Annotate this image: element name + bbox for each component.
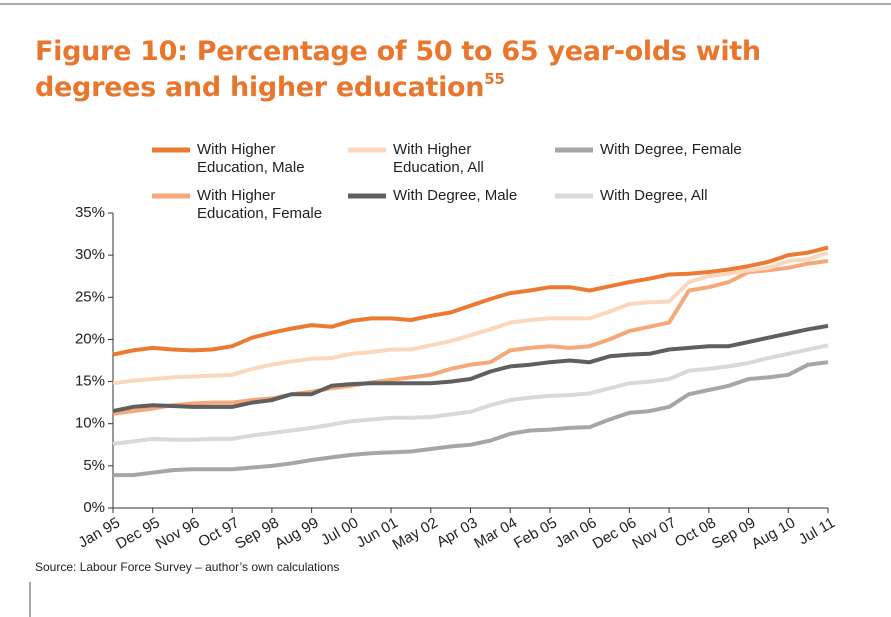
x-tick-label: Nov 96 — [153, 514, 203, 552]
y-tick-label: 0% — [83, 499, 105, 516]
series-line — [112, 250, 829, 386]
y-tick-label: 30% — [75, 246, 105, 263]
x-tick-label: Oct 08 — [672, 514, 719, 551]
legend-label: With Higher Education, Male — [197, 141, 305, 176]
legend-label: With Higher Education, All — [393, 141, 484, 176]
x-tick-label: Jul 00 — [318, 514, 361, 549]
y-tick-label: 10% — [75, 415, 105, 432]
legend-label: With Degree, All — [600, 187, 708, 204]
legend-label: With Degree, Female — [600, 141, 742, 158]
series-line — [112, 323, 829, 414]
legend-label: With Degree, Male — [393, 187, 518, 204]
x-tick-label: Aug 99 — [272, 514, 322, 552]
y-tick-label: 5% — [83, 457, 105, 474]
series-line — [112, 245, 829, 357]
x-tick-label: Feb 05 — [511, 514, 560, 552]
x-tick-label: Nov 07 — [629, 514, 679, 552]
source-note: Source: Labour Force Survey – author’s o… — [35, 560, 340, 574]
title-text: Figure 10: Percentage of 50 to 65 year-o… — [35, 36, 761, 103]
x-tick-label: Apr 03 — [434, 514, 481, 551]
y-tick-label: 25% — [75, 288, 105, 305]
series-line — [112, 259, 829, 416]
legend-label: With Higher Education, Female — [197, 187, 323, 222]
chart-title: Figure 10: Percentage of 50 to 65 year-o… — [35, 34, 855, 106]
x-tick-label: Jan 06 — [552, 514, 600, 551]
x-tick-label: Jan 95 — [75, 514, 123, 551]
x-tick-label: Jul 11 — [796, 514, 838, 548]
x-tick-label: Mar 04 — [471, 514, 520, 552]
series-line — [112, 343, 829, 446]
x-tick-label: Dec 06 — [590, 514, 640, 552]
y-tick-label: 15% — [75, 373, 105, 390]
x-tick-label: Aug 10 — [749, 514, 799, 552]
y-tick-label: 35% — [75, 204, 105, 221]
x-tick-label: Oct 97 — [195, 514, 242, 551]
x-tick-label: Sep 09 — [709, 514, 759, 552]
x-tick-label: Sep 98 — [232, 514, 282, 552]
x-tick-label: May 02 — [390, 514, 441, 553]
x-tick-label: Dec 95 — [113, 514, 163, 552]
y-tick-label: 20% — [75, 330, 105, 347]
title-superscript: 55 — [484, 70, 505, 88]
series-line — [113, 360, 829, 478]
